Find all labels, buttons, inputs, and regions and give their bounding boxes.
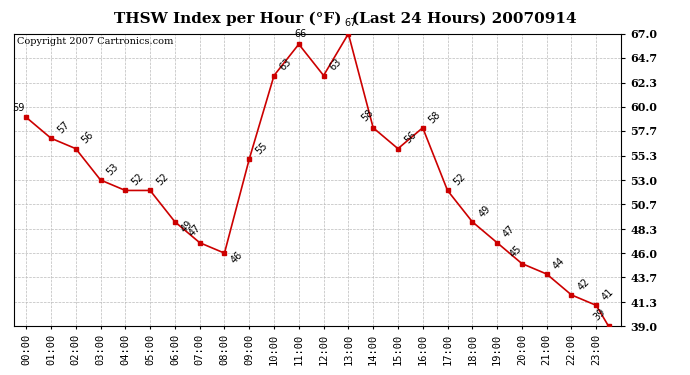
Text: 47: 47 (187, 223, 203, 238)
Text: 41: 41 (600, 287, 616, 303)
Text: 52: 52 (155, 172, 170, 188)
Text: 46: 46 (228, 250, 244, 266)
Text: 57: 57 (55, 120, 71, 135)
Text: 59: 59 (12, 103, 25, 113)
Text: 45: 45 (508, 244, 524, 260)
Text: 56: 56 (402, 130, 418, 146)
Text: 52: 52 (452, 172, 468, 188)
Text: 58: 58 (359, 108, 375, 124)
Text: 49: 49 (179, 219, 195, 234)
Text: 55: 55 (253, 140, 269, 156)
Text: THSW Index per Hour (°F)  (Last 24 Hours) 20070914: THSW Index per Hour (°F) (Last 24 Hours)… (114, 11, 576, 26)
Text: Copyright 2007 Cartronics.com: Copyright 2007 Cartronics.com (17, 37, 173, 46)
Text: 42: 42 (575, 276, 591, 292)
Text: 66: 66 (295, 28, 307, 39)
Text: 63: 63 (278, 57, 294, 73)
Text: 56: 56 (80, 130, 96, 146)
Text: 58: 58 (427, 109, 443, 125)
Text: 44: 44 (551, 255, 566, 271)
Text: 52: 52 (130, 172, 146, 188)
Text: 49: 49 (477, 203, 492, 219)
Text: 67: 67 (344, 18, 357, 28)
Text: 63: 63 (328, 57, 344, 73)
Text: 39: 39 (592, 306, 608, 322)
Text: 53: 53 (105, 161, 121, 177)
Text: 47: 47 (501, 224, 517, 240)
